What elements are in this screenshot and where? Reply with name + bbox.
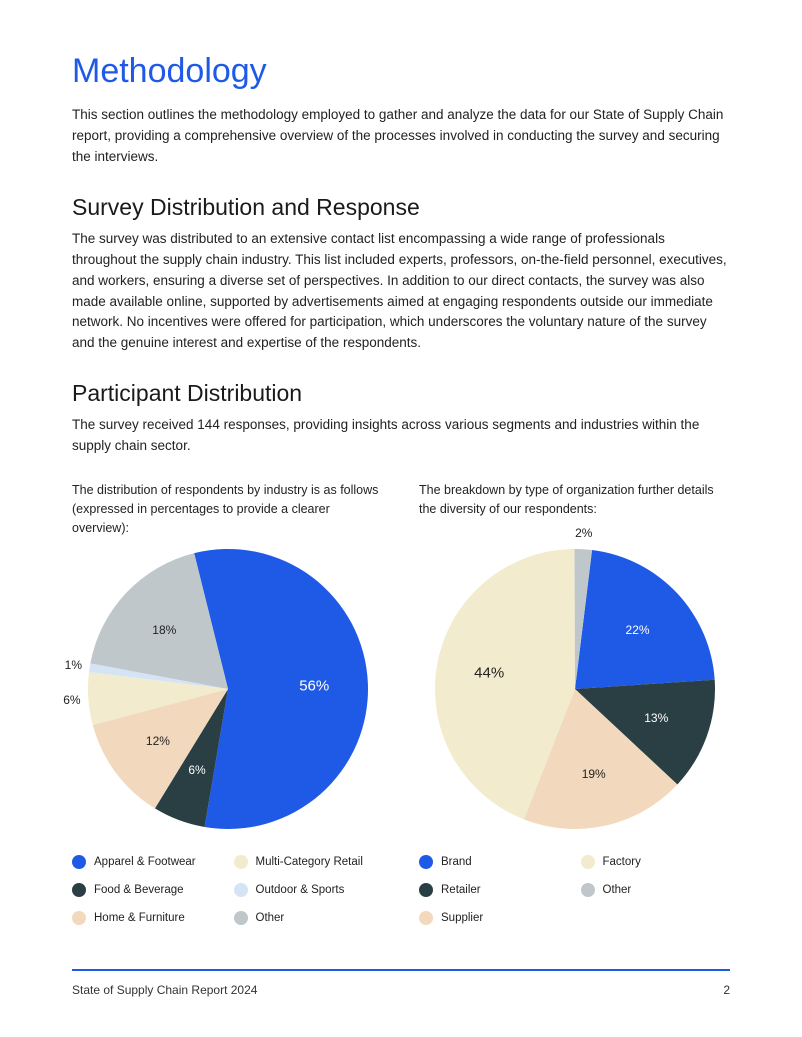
pie-slice-label: 18% [152,623,176,637]
pie-slice-label: 13% [644,711,668,725]
legend-swatch [234,855,248,869]
legend-item: Other [581,883,731,897]
legend-item: Home & Furniture [72,911,222,925]
legend-item: Retailer [419,883,569,897]
legend-industry: Apparel & Footwear Multi-Category Retail F… [72,855,383,925]
footer-page-number: 2 [723,983,730,997]
legend-label: Other [256,912,285,924]
page-title: Methodology [72,52,730,91]
legend-label: Multi-Category Retail [256,856,363,868]
legend-item: Brand [419,855,569,869]
legend-swatch [581,883,595,897]
pie-slice-label: 19% [582,767,606,781]
chart-industry-col: The distribution of respondents by indus… [72,481,383,829]
pie-slice-label: 44% [474,665,504,682]
pie-slice-label: 6% [188,763,205,777]
chart-orgtype-col: The breakdown by type of organization fu… [419,481,730,829]
legend-item: Multi-Category Retail [234,855,384,869]
legend-label: Brand [441,856,472,868]
chart-industry-caption: The distribution of respondents by indus… [72,481,383,539]
intro-paragraph: This section outlines the methodology em… [72,105,730,168]
legend-swatch [72,911,86,925]
legend-label: Factory [603,856,641,868]
legend-item: Outdoor & Sports [234,883,384,897]
legend-orgtype: Brand Factory Retailer Other Supplier [419,855,730,925]
legend-item: Apparel & Footwear [72,855,222,869]
legend-item: Other [234,911,384,925]
legend-swatch [72,855,86,869]
legend-label: Retailer [441,884,481,896]
pie-slice-label: 22% [626,623,650,637]
pie-chart-orgtype: 22%13%19%44%2% [435,549,715,829]
legend-label: Outdoor & Sports [256,884,345,896]
section-body-survey: The survey was distributed to an extensi… [72,229,730,355]
legend-swatch [72,883,86,897]
pie-slice-label: 1% [65,658,82,672]
section-body-participant: The survey received 144 responses, provi… [72,415,730,457]
pie-slice [575,550,715,689]
charts-row: The distribution of respondents by indus… [72,481,730,829]
footer-report-name: State of Supply Chain Report 2024 [72,983,257,997]
pie-slice-label: 12% [146,734,170,748]
legend-label: Other [603,884,632,896]
legend-label: Food & Beverage [94,884,184,896]
legend-item: Factory [581,855,731,869]
legend-swatch [419,855,433,869]
pie-slice-label: 2% [575,526,592,540]
pie-slice-label: 56% [299,677,329,694]
pie-chart-industry: 56%6%12%6%1%18% [88,549,368,829]
section-heading-participant: Participant Distribution [72,380,730,407]
section-heading-survey: Survey Distribution and Response [72,194,730,221]
legend-item: Food & Beverage [72,883,222,897]
legend-swatch [234,883,248,897]
legend-label: Apparel & Footwear [94,856,196,868]
legend-swatch [419,911,433,925]
legend-swatch [234,911,248,925]
legend-label: Home & Furniture [94,912,185,924]
legend-swatch [581,855,595,869]
pie-slice-label: 6% [63,693,80,707]
legend-swatch [419,883,433,897]
legend-item: Supplier [419,911,569,925]
legend-label: Supplier [441,912,483,924]
legends-row: Apparel & Footwear Multi-Category Retail F… [72,855,730,925]
page-footer: State of Supply Chain Report 2024 2 [72,969,730,997]
